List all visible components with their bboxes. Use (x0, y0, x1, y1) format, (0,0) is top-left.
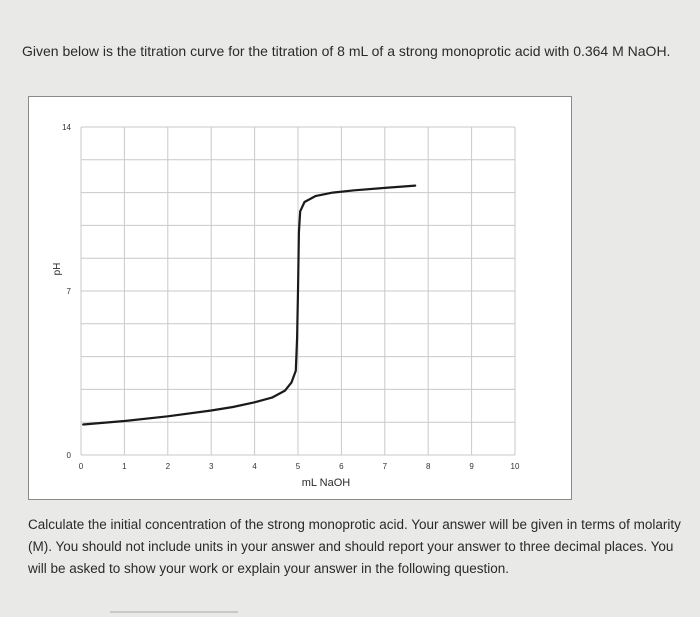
titration-chart: 0 1 2 3 4 5 6 7 8 9 10 0 7 14 mL NaOH pH (28, 96, 572, 500)
x-tick-label: 7 (383, 462, 388, 471)
x-tick-label: 10 (511, 462, 520, 471)
chart-svg: 0 1 2 3 4 5 6 7 8 9 10 0 7 14 mL NaOH pH (52, 123, 520, 489)
question-intro: Given below is the titration curve for t… (22, 43, 671, 59)
y-tick-label: 0 (67, 451, 72, 460)
y-axis-label: pH (52, 263, 63, 276)
x-tick-label: 3 (209, 462, 214, 471)
answer-box-edge (110, 611, 238, 613)
x-tick-label: 5 (296, 462, 301, 471)
x-tick-label: 4 (252, 462, 257, 471)
x-axis-label: mL NaOH (302, 477, 351, 489)
x-tick-label: 0 (79, 462, 84, 471)
x-tick-label: 6 (339, 462, 344, 471)
x-tick-label: 2 (166, 462, 171, 471)
x-tick-label: 8 (426, 462, 431, 471)
x-tick-label: 9 (469, 462, 474, 471)
titration-curve (82, 184, 417, 426)
y-tick-label: 7 (67, 287, 72, 296)
y-tick-label: 14 (62, 123, 71, 132)
x-tick-label: 1 (122, 462, 127, 471)
question-prompt: Calculate the initial concentration of t… (28, 517, 681, 576)
